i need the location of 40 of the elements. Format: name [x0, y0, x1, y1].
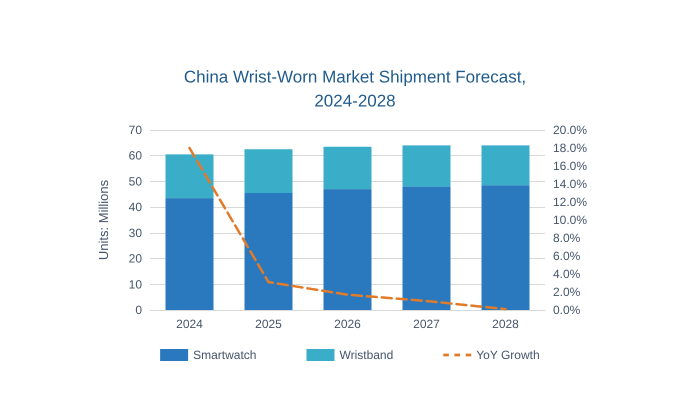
bar	[402, 145, 450, 187]
x-tick-label: 2028	[492, 317, 520, 331]
y-tick-label: 20	[128, 252, 142, 266]
bar	[244, 149, 292, 193]
bar	[402, 186, 450, 310]
legend-label: Smartwatch	[193, 348, 256, 362]
chart-title: China Wrist-Worn Market Shipment Forecast, 2024-2028	[184, 68, 526, 110]
bar	[166, 198, 214, 310]
y-axis-title: Units: Millions	[96, 179, 111, 260]
y2-tick-label: 20.0%	[553, 123, 588, 137]
y2-tick-label: 4.0%	[553, 267, 581, 281]
bar	[244, 193, 292, 310]
bar	[482, 185, 530, 310]
x-tick-label: 2025	[255, 317, 282, 331]
y2-tick-label: 14.0%	[553, 177, 588, 191]
x-tick-label: 2024	[176, 317, 204, 331]
y-tick-label: 50	[128, 174, 142, 188]
y-tick-label: 60	[128, 148, 142, 163]
x-tick-label: 2027	[413, 317, 440, 331]
line-series	[188, 146, 507, 310]
y2-tick-label: 12.0%	[553, 195, 588, 209]
y2-tick-label: 16.0%	[553, 159, 588, 173]
y2-tick-label: 18.0%	[553, 141, 588, 155]
y2-tick-label: 0.0%	[553, 303, 581, 317]
y-tick-label: 30	[128, 226, 142, 240]
legend-label: Wristband	[339, 348, 394, 362]
y2-tick-label: 10.0%	[553, 213, 588, 227]
y2-tick-label: 6.0%	[553, 249, 581, 263]
bar	[166, 154, 214, 198]
bar	[324, 146, 372, 190]
legend-label: YoY Growth	[476, 348, 540, 362]
y-tick-label: 40	[128, 200, 142, 214]
y-tick-label: 10	[128, 277, 142, 292]
y2-tick-label: 8.0%	[553, 231, 581, 245]
bar	[324, 189, 372, 310]
y2-tick-label: 2.0%	[553, 285, 581, 299]
bar	[482, 145, 530, 186]
y-tick-label: 70	[128, 123, 142, 137]
y-tick-label: 0	[135, 303, 142, 317]
x-tick-label: 2026	[334, 317, 362, 331]
